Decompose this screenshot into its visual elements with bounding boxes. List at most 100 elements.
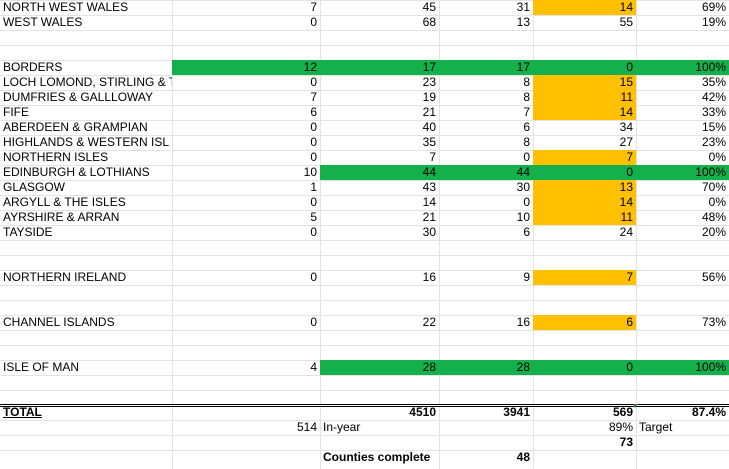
cell-e: 42% <box>701 90 726 104</box>
table-row[interactable]: FIFE 6 21 7 14 33% <box>0 105 729 120</box>
cell-b: 14 <box>422 195 436 209</box>
table-row[interactable]: WEST WALES 0 68 13 55 19% <box>0 15 729 30</box>
table-row[interactable]: AYRSHIRE & ARRAN 5 21 10 11 48% <box>0 210 729 225</box>
summary-row[interactable]: 73 <box>0 435 729 450</box>
cell-b: 40 <box>422 120 436 134</box>
table-row[interactable]: ARGYLL & THE ISLES 0 14 0 14 0% <box>0 195 729 210</box>
table-row[interactable]: NORTHERN IRELAND 0 16 9 7 56% <box>0 270 729 285</box>
cell-c: 8 <box>523 135 530 149</box>
cell-c: 7 <box>523 105 530 119</box>
cell-c: 8 <box>523 90 530 104</box>
cell-e: 23% <box>701 135 726 149</box>
cell-d: 27 <box>619 135 633 149</box>
cell-c: 13 <box>516 15 530 29</box>
cell-a: 0 <box>310 75 317 89</box>
cell-e: 19% <box>701 15 726 29</box>
cell-d: 11 <box>533 210 636 225</box>
table-row[interactable]: LOCH LOMOND, STIRLING & T 0 23 8 15 35% <box>0 75 729 90</box>
table-row[interactable]: NORTHERN ISLES 0 7 0 7 0% <box>0 150 729 165</box>
cell-b: 35 <box>422 135 436 149</box>
cell-c: 44 <box>439 165 533 180</box>
gridline <box>172 0 173 469</box>
cell-a: 5 <box>310 210 317 224</box>
table-row[interactable]: CHANNEL ISLANDS 0 22 16 6 73% <box>0 315 729 330</box>
cell-comment-marker-icon <box>634 404 638 408</box>
cell-b: 17 <box>320 60 439 75</box>
cell-b: 23 <box>422 75 436 89</box>
cell-d: 14 <box>533 0 636 15</box>
cell-e: 100% <box>636 360 729 375</box>
in-year-value: 514 <box>296 420 317 434</box>
cell-a: 0 <box>310 195 317 209</box>
table-row[interactable]: BORDERS 12 17 17 0 100% <box>0 60 729 75</box>
region-name: LOCH LOMOND, STIRLING & T <box>3 75 172 89</box>
cell-d: 11 <box>533 90 636 105</box>
table-row[interactable]: NORTH WEST WALES 7 45 31 14 69% <box>0 0 729 15</box>
cell-a: 0 <box>310 225 317 239</box>
cell-c: 0 <box>523 195 530 209</box>
cell-e: 100% <box>636 165 729 180</box>
table-row[interactable]: GLASGOW 1 43 30 13 70% <box>0 180 729 195</box>
cell-a: 0 <box>310 270 317 284</box>
total-b: 4510 <box>409 405 436 419</box>
cell-e: 100% <box>636 60 729 75</box>
cell-b: 68 <box>422 15 436 29</box>
table-row[interactable]: ABERDEEN & GRAMPIAN 0 40 6 34 15% <box>0 120 729 135</box>
cell-b: 16 <box>422 270 436 284</box>
total-d: 569 <box>612 405 633 419</box>
region-name: AYRSHIRE & ARRAN <box>3 210 120 224</box>
region-name: FIFE <box>3 105 29 119</box>
counties-complete-value: 48 <box>516 450 530 464</box>
table-row[interactable]: DUMFRIES & GALLLOWAY 7 19 8 11 42% <box>0 90 729 105</box>
table-row[interactable]: HIGHLANDS & WESTERN ISL 0 35 8 27 23% <box>0 135 729 150</box>
cell-e: 73% <box>701 315 726 329</box>
region-name: ISLE OF MAN <box>3 360 80 374</box>
table-row[interactable]: EDINBURGH & LOTHIANS 10 44 44 0 100% <box>0 165 729 180</box>
cell-d: 24 <box>619 225 633 239</box>
cell-c: 17 <box>439 60 533 75</box>
counties-complete-label: Counties complete <box>323 450 431 464</box>
total-row[interactable]: TOTAL 4510 3941 569 87.4% <box>0 405 729 420</box>
region-name: ARGYLL & THE ISLES <box>3 195 126 209</box>
region-name: EDINBURGH & LOTHIANS <box>3 165 150 179</box>
cell-a: 0 <box>310 135 317 149</box>
cell-b: 44 <box>320 165 439 180</box>
total-border <box>0 406 729 407</box>
table-row[interactable]: ISLE OF MAN 4 28 28 0 100% <box>0 360 729 375</box>
cell-c: 6 <box>523 120 530 134</box>
cell-d: 14 <box>533 105 636 120</box>
total-border <box>0 404 729 405</box>
cell-d: 0 <box>533 60 636 75</box>
table-row[interactable]: TAYSIDE 0 30 6 24 20% <box>0 225 729 240</box>
region-name: HIGHLANDS & WESTERN ISL <box>3 135 170 149</box>
cell-b: 19 <box>422 90 436 104</box>
cell-d: 0 <box>533 165 636 180</box>
cell-d: 0 <box>533 360 636 375</box>
region-name: GLASGOW <box>3 180 66 194</box>
cell-a: 0 <box>310 150 317 164</box>
region-name: DUMFRIES & GALLLOWAY <box>3 90 154 104</box>
region-name: BORDERS <box>3 60 63 74</box>
region-name: NORTHERN ISLES <box>3 150 109 164</box>
cell-a: 1 <box>310 180 317 194</box>
target-value: 89% <box>608 420 633 434</box>
total-e: 87.4% <box>691 405 726 419</box>
cell-d: 7 <box>533 150 636 165</box>
cell-d: 6 <box>533 315 636 330</box>
cell-d: 34 <box>619 120 633 134</box>
gridline <box>439 0 440 469</box>
gridline <box>320 0 321 469</box>
cell-a: 0 <box>310 15 317 29</box>
region-name: TAYSIDE <box>3 225 53 239</box>
cell-c: 30 <box>516 180 530 194</box>
summary-row[interactable]: Counties complete 48 <box>0 450 729 465</box>
cell-e: 56% <box>701 270 726 284</box>
cell-e: 0% <box>708 150 726 164</box>
summary-row[interactable]: 514 In-year 89% Target <box>0 420 729 435</box>
gridline <box>533 0 534 469</box>
region-name: WEST WALES <box>3 15 83 29</box>
cell-b: 30 <box>422 225 436 239</box>
cell-c: 16 <box>516 315 530 329</box>
cell-d: 13 <box>533 180 636 195</box>
